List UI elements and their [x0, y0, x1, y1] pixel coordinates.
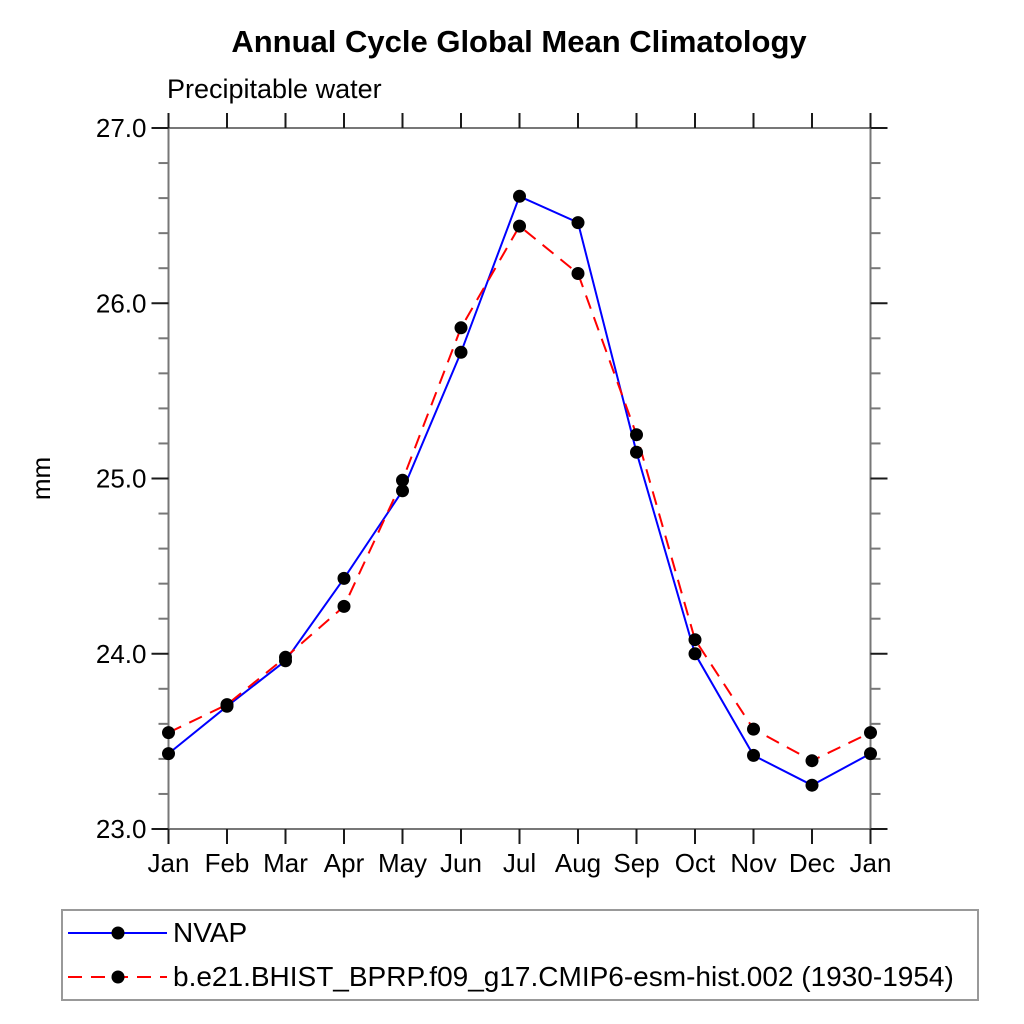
legend-label-nvap: NVAP: [173, 917, 248, 948]
data-point-marker: [630, 445, 643, 459]
data-point-marker: [162, 747, 175, 761]
data-point-marker: [864, 726, 877, 740]
x-tick-label: May: [378, 848, 427, 878]
data-point-marker: [279, 650, 292, 664]
data-point-marker: [220, 698, 234, 712]
legend-sample-nvap-line: [68, 926, 167, 940]
y-tick-label: 27.0: [96, 113, 147, 143]
data-point-marker: [747, 748, 760, 762]
chart-title: Annual Cycle Global Mean Climatology: [231, 24, 807, 59]
x-tick-label: Dec: [789, 848, 835, 878]
legend-label-model: b.e21.BHIST_BPRP.f09_g17.CMIP6-esm-hist.…: [173, 961, 954, 992]
y-tick-label: 24.0: [96, 639, 147, 669]
x-tick-label: Oct: [675, 848, 716, 878]
data-point-marker: [396, 484, 409, 498]
chart-subtitle: Precipitable water: [167, 74, 382, 104]
series-line-1: [168, 224, 871, 762]
y-tick-label: 25.0: [96, 464, 147, 494]
x-tick-label: Nov: [730, 848, 776, 878]
x-tick-label: Jan: [148, 848, 190, 878]
data-point-marker: [864, 747, 877, 761]
data-point-marker: [630, 428, 643, 442]
legend-sample-marker: [111, 926, 125, 940]
y-axis-label: mm: [26, 457, 56, 500]
data-point-marker: [571, 267, 585, 280]
x-tick-label: Sep: [613, 848, 659, 878]
data-point-marker: [805, 778, 819, 792]
x-tick-label: Aug: [555, 848, 601, 878]
x-tick-label: Feb: [205, 848, 250, 878]
legend-row-nvap: NVAP: [63, 911, 977, 955]
data-point-marker: [454, 345, 468, 359]
y-tick-label: 26.0: [96, 288, 147, 318]
x-tick-label: Jul: [503, 848, 536, 878]
plot-frame: [167, 127, 872, 830]
series-line-0: [167, 194, 871, 787]
x-tick-label: Jan: [850, 848, 892, 878]
data-point-marker: [747, 722, 760, 736]
data-point-marker: [513, 219, 526, 233]
x-tick-label: Mar: [263, 848, 308, 878]
legend-row-model: b.e21.BHIST_BPRP.f09_g17.CMIP6-esm-hist.…: [63, 955, 977, 999]
data-point-marker: [337, 599, 351, 613]
legend-sample-model-line: [68, 970, 167, 984]
data-point-marker: [162, 726, 175, 740]
data-point-marker: [396, 473, 409, 487]
data-point-marker: [513, 189, 526, 203]
y-tick-label: 23.0: [96, 814, 147, 844]
x-tick-label: Jun: [440, 848, 482, 878]
legend-sample-marker: [111, 970, 125, 984]
data-point-marker: [337, 571, 351, 585]
data-point-marker: [805, 754, 819, 768]
data-point-marker: [688, 647, 702, 661]
data-point-marker: [688, 633, 702, 647]
x-tick-label: Apr: [324, 848, 365, 878]
data-point-marker: [454, 321, 468, 335]
data-point-marker: [571, 216, 585, 230]
legend: NVAP b.e21.BHIST_BPRP.f09_g17.CMIP6-esm-…: [61, 909, 979, 1001]
